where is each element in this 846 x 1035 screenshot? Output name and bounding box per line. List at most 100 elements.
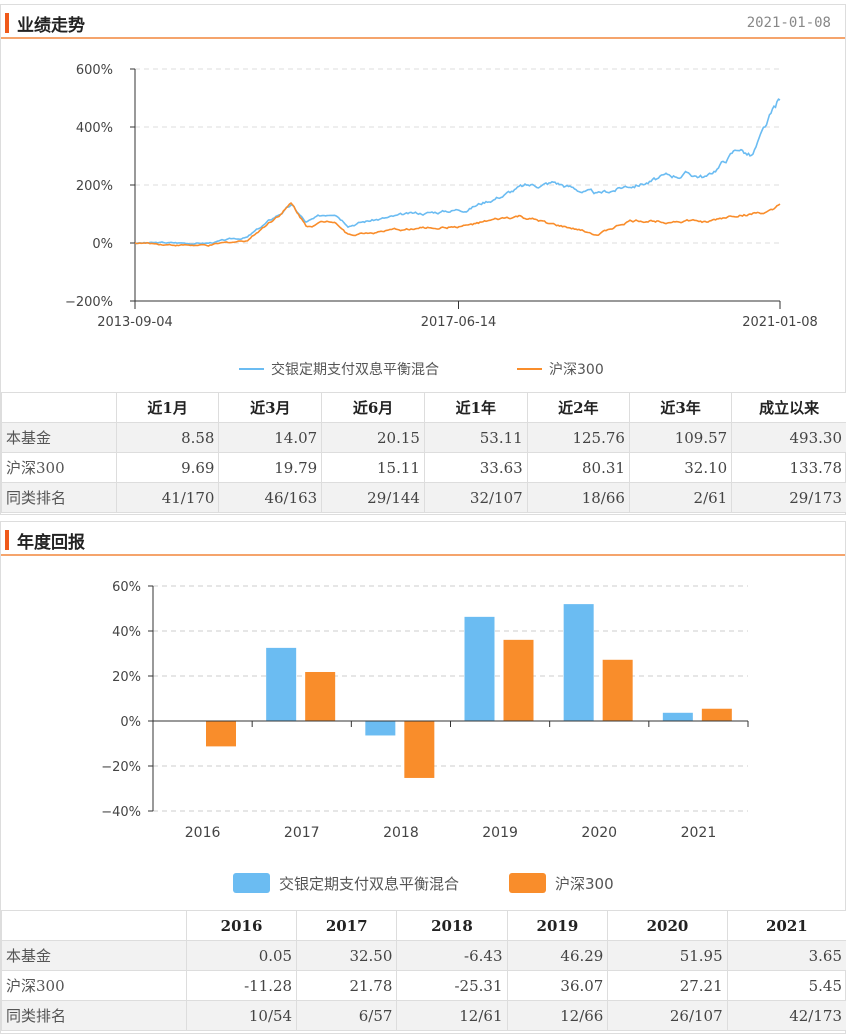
column-header: 2016 <box>185 910 298 941</box>
table-cell: 12/61 <box>396 1000 508 1031</box>
table-cell: 53.11 <box>423 422 528 453</box>
legend-label: 交银定期支付双息平衡混合 <box>271 361 439 378</box>
column-header: 近1年 <box>423 392 528 423</box>
series-line-fund <box>134 98 781 246</box>
table-cell: 80.31 <box>526 452 630 483</box>
column-header: 2018 <box>396 910 508 941</box>
bar-fund-2017 <box>266 647 297 721</box>
bar-fund-2019 <box>464 616 495 721</box>
row-label: 本基金 <box>1 422 117 453</box>
accent-bar <box>5 530 9 550</box>
y-tick-label: 0% <box>120 715 141 730</box>
column-header: 近1月 <box>115 392 220 423</box>
table-cell: 6/57 <box>296 1000 398 1031</box>
y-tick-label: 400% <box>76 121 113 136</box>
column-header: 2020 <box>607 910 728 941</box>
bar-fund-2021 <box>662 712 693 721</box>
x-tick-label: 2016 <box>185 825 221 841</box>
legend-label: 沪深300 <box>549 362 604 378</box>
table-row: 本基金 8.58 14.07 20.15 53.11 125.76 109.57 493.30 <box>1 422 846 453</box>
bar-index-2019 <box>503 639 534 721</box>
x-tick-label: 2021-01-08 <box>742 315 818 330</box>
x-tick-label: 2021 <box>681 825 717 841</box>
performance-table: 近1月 近3月 近6月 近1年 近2年 近3年 成立以来 本基金 8.58 14.07 20.15 5… <box>1 392 846 513</box>
table-cell: 32.50 <box>296 940 398 971</box>
table-cell: 42/173 <box>726 1000 846 1031</box>
table-cell: 46.29 <box>506 940 609 971</box>
table-cell: 27.21 <box>607 970 728 1001</box>
column-header: 近3月 <box>218 392 323 423</box>
y-tick-label: 20% <box>112 670 141 685</box>
table-row: 本基金 0.05 32.50 -6.43 46.29 51.95 3.65 <box>1 940 846 971</box>
table-row: 同类排名 10/54 6/57 12/61 12/66 26/107 42/173 <box>1 1000 846 1031</box>
y-tick-label: −40% <box>101 805 141 820</box>
performance-date: 2021-01-08 <box>746 15 831 31</box>
table-cell: -6.43 <box>396 940 508 971</box>
table-cell: -11.28 <box>185 970 298 1001</box>
table-cell: 26/107 <box>607 1000 728 1031</box>
table-cell: 29/173 <box>731 482 846 513</box>
bar-index-2020 <box>602 659 633 721</box>
bar-index-2018 <box>404 721 435 778</box>
row-label: 同类排名 <box>1 482 117 513</box>
table-cell: 2/61 <box>628 482 733 513</box>
table-cell: 46/163 <box>218 482 323 513</box>
column-header: 近2年 <box>526 392 630 423</box>
table-cell: 21.78 <box>296 970 398 1001</box>
row-label: 本基金 <box>1 940 187 971</box>
y-tick-label: 0% <box>92 237 113 252</box>
table-cell: 125.76 <box>526 422 630 453</box>
column-header: 近6月 <box>321 392 425 423</box>
table-cell: 493.30 <box>731 422 846 453</box>
table-cell: 14.07 <box>218 422 323 453</box>
row-label: 沪深300 <box>1 970 187 1001</box>
table-cell: 18/66 <box>526 482 630 513</box>
row-label: 同类排名 <box>1 1000 187 1031</box>
x-tick-label: 2013-09-04 <box>97 315 173 330</box>
table-row: 沪深300 -11.28 21.78 -25.31 36.07 27.21 5.45 <box>1 970 846 1001</box>
annual-header: 年度回报 <box>1 522 845 556</box>
table-cell: 8.58 <box>115 422 220 453</box>
bar-index-2021 <box>701 708 732 721</box>
table-row: 同类排名 41/170 46/163 29/144 32/107 18/66 2/61 29/… <box>1 482 846 513</box>
table-cell: 32/107 <box>423 482 528 513</box>
y-tick-label: 40% <box>112 625 141 640</box>
y-tick-label: 600% <box>76 63 113 78</box>
legend-label: 沪深300 <box>555 875 614 893</box>
table-cell: 19.79 <box>218 452 323 483</box>
table-cell: 3.65 <box>726 940 846 971</box>
y-tick-label: −20% <box>101 760 141 775</box>
table-cell: 20.15 <box>321 422 425 453</box>
annual-title: 年度回报 <box>17 533 85 553</box>
column-header: 2021 <box>726 910 846 941</box>
table-cell: 36.07 <box>506 970 609 1001</box>
table-cell: 5.45 <box>726 970 846 1001</box>
x-tick-label: 2020 <box>581 825 617 841</box>
series-line-index <box>134 202 781 247</box>
table-cell: 33.63 <box>423 452 528 483</box>
annual-bar-chart: −40% −20% 0% 20% 40% 60% 2016 2017 2018 2019 2020 2… <box>101 580 749 893</box>
column-header: 2019 <box>506 910 609 941</box>
column-header: 2017 <box>296 910 398 941</box>
legend-swatch <box>509 873 546 893</box>
table-cell: 109.57 <box>628 422 733 453</box>
performance-panel: 业绩走势 2021-01-08 −200% 0% 200% 400% 600% 2013-… <box>0 4 846 515</box>
column-header: 成立以来 <box>731 392 846 423</box>
table-cell: -25.31 <box>396 970 508 1001</box>
x-tick-label: 2017 <box>284 825 320 841</box>
legend-swatch <box>233 873 270 893</box>
legend-label: 交银定期支付双息平衡混合 <box>279 875 459 893</box>
x-tick-label: 2017-06-14 <box>421 315 497 330</box>
bar-fund-2018 <box>365 721 396 736</box>
table-cell: 51.95 <box>607 940 728 971</box>
table-cell: 41/170 <box>115 482 220 513</box>
bar-index-2016 <box>206 721 236 747</box>
table-cell: 10/54 <box>185 1000 298 1031</box>
x-tick-label: 2019 <box>482 825 518 841</box>
y-tick-label: 200% <box>76 179 113 194</box>
table-cell: 12/66 <box>506 1000 609 1031</box>
table-cell: 9.69 <box>115 452 220 483</box>
y-tick-label: −200% <box>65 295 113 310</box>
performance-title: 业绩走势 <box>17 16 85 36</box>
column-header <box>1 910 187 941</box>
